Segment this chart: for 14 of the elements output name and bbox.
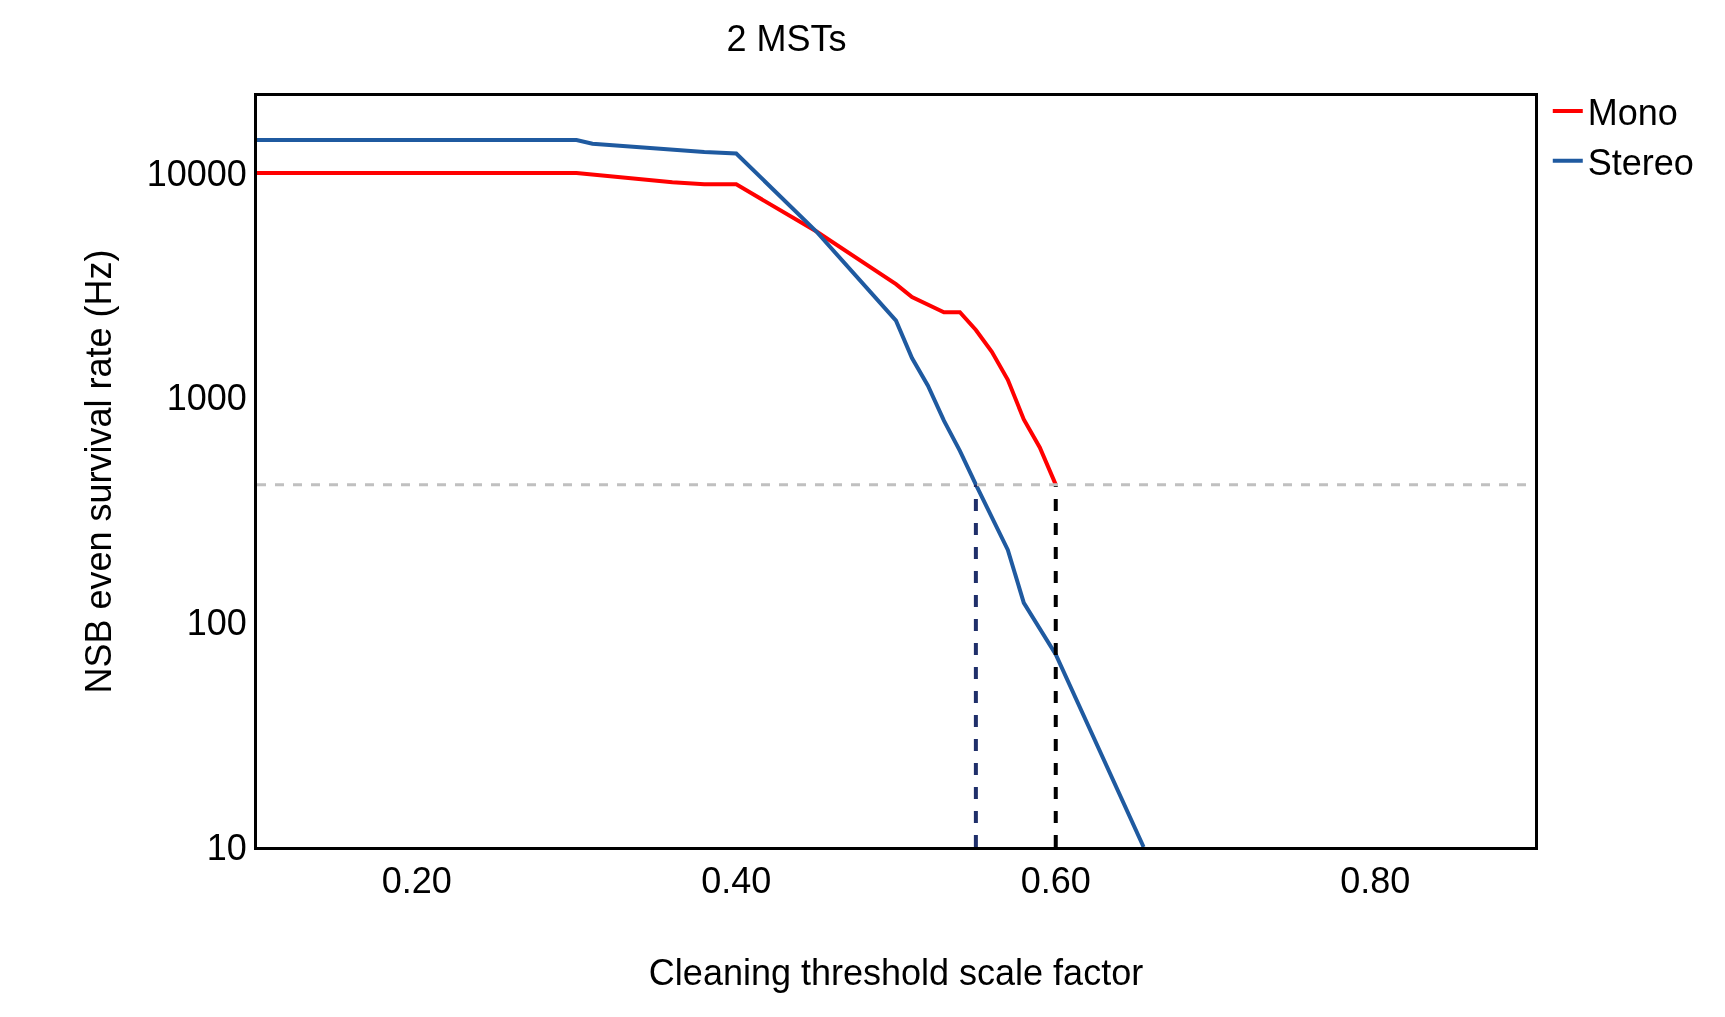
x-tick-label: 0.80 [1340,860,1411,902]
y-tick-label: 10000 [146,152,247,194]
y-tick-label: 10 [206,826,247,868]
x-tick-label: 0.20 [381,860,452,902]
chart-title: 2 MSTs [726,17,847,59]
legend-label: Mono [1587,91,1678,133]
y-tick-label: 100 [186,601,247,643]
line-series [257,138,1146,847]
x-tick-label: 0.60 [1020,860,1091,902]
x-axis-title: Cleaning threshold scale factor [648,951,1144,993]
x-tick-label: 0.40 [701,860,772,902]
y-axis-title: NSB even survival rate (Hz) [77,249,119,694]
legend-label: Stereo [1587,141,1694,183]
y-tick-label: 1000 [166,377,247,419]
